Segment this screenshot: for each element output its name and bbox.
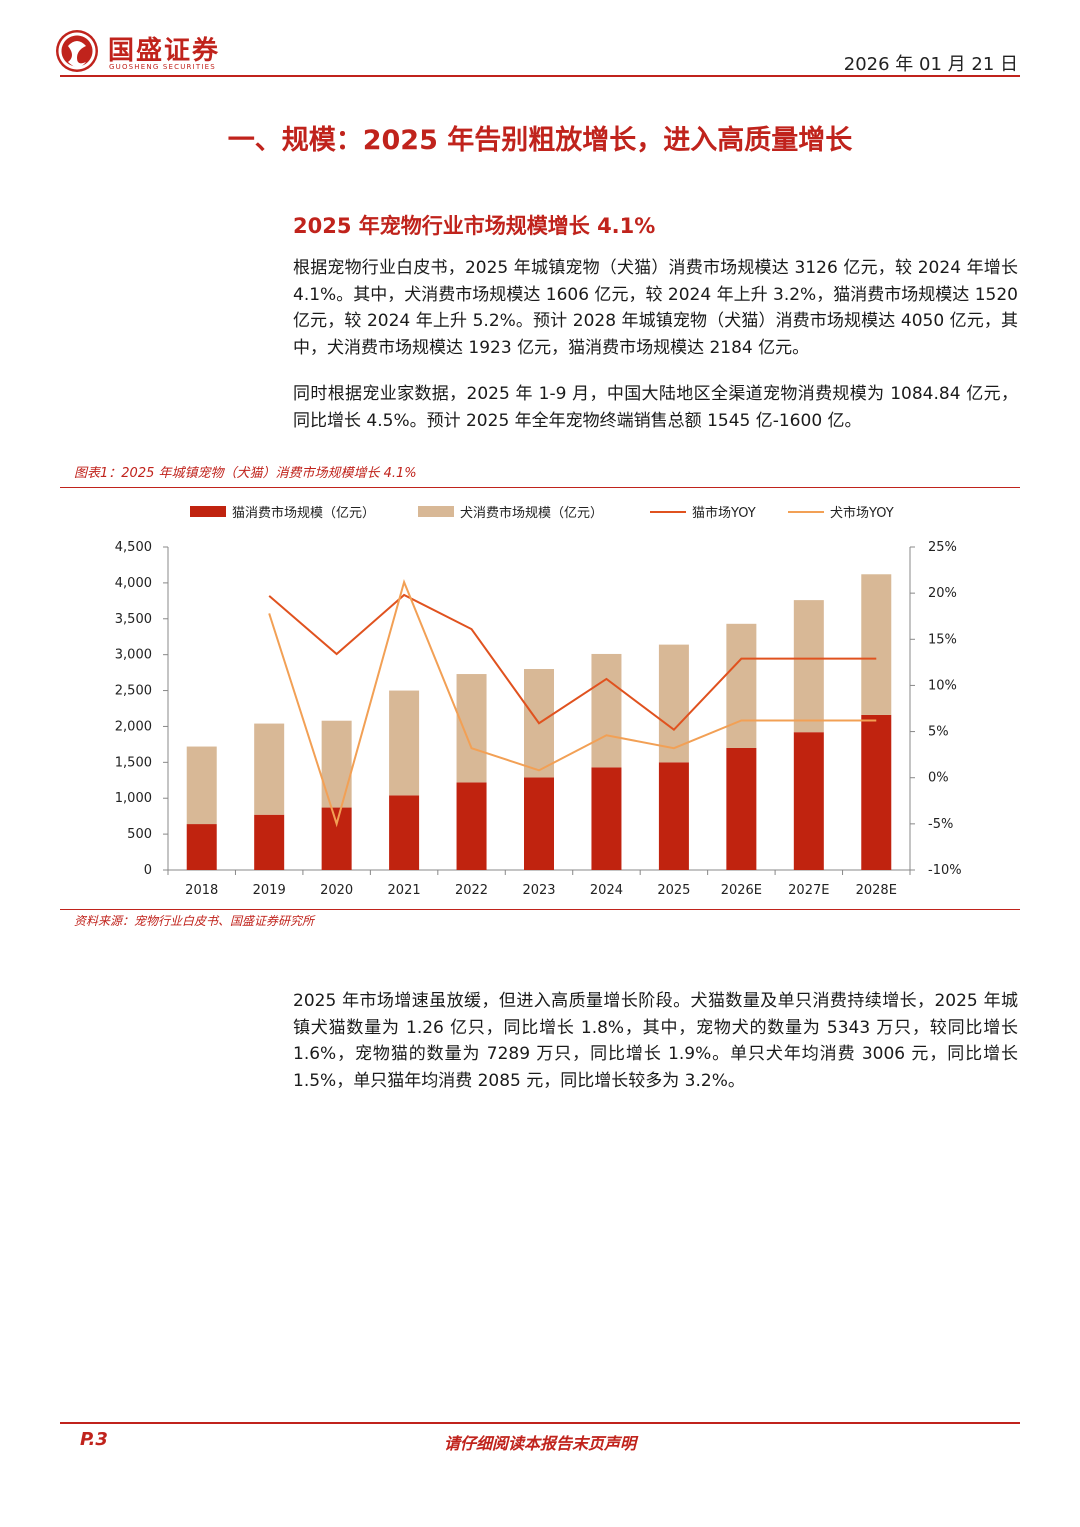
bar-cat-market — [591, 767, 622, 870]
legend-label: 猫消费市场规模（亿元） — [232, 505, 375, 521]
brand-name: 国盛证券 — [108, 36, 221, 66]
x-tick-label: 2022 — [455, 883, 488, 898]
bar-cat-market — [861, 714, 892, 870]
y-left-tick-label: 4,000 — [115, 576, 152, 591]
legend-swatch — [190, 506, 226, 517]
bar-dog-market — [726, 623, 757, 748]
x-tick-label: 2020 — [320, 883, 353, 898]
bar-cat-market — [456, 782, 487, 870]
legend-label: 猫市场YOY — [692, 505, 756, 521]
bar-dog-market — [658, 644, 689, 763]
x-tick-label: 2028E — [856, 883, 897, 898]
bar-dog-market — [793, 600, 824, 733]
bar-dog-market — [254, 723, 285, 815]
y-right-tick-label: 5% — [928, 725, 949, 740]
paragraph-3: 2025 年市场增速虽放缓，但进入高质量增长阶段。犬猫数量及单只消费持续增长，2… — [293, 991, 1018, 1091]
chart-legend: 猫消费市场规模（亿元） 犬消费市场规模（亿元） 猫市场YOY 犬市场YOY — [190, 505, 894, 521]
footer-rule — [60, 1422, 1020, 1424]
y-left-tick-label: 500 — [127, 827, 152, 842]
bar-cat-market — [254, 814, 285, 870]
brand-logo: 国盛证券 GUOSHENG SECURITIES — [54, 28, 254, 74]
legend-label: 犬市场YOY — [830, 505, 894, 521]
y-left-tick-label: 2,500 — [115, 684, 152, 699]
x-tick-label: 2027E — [788, 883, 829, 898]
brand-name-en: GUOSHENG SECURITIES — [109, 63, 216, 71]
y-left-tick-label: 0 — [144, 863, 152, 878]
y-right-tick-label: 15% — [928, 632, 957, 647]
bar-dog-market — [861, 574, 892, 715]
y-right-tick-label: -5% — [928, 817, 953, 832]
y-right-tick-label: -10% — [928, 863, 962, 878]
x-tick-label: 2025 — [657, 883, 690, 898]
bar-cat-market — [186, 824, 217, 870]
y-left-tick-label: 3,500 — [115, 612, 152, 627]
report-date: 2026 年 01 月 21 日 — [843, 54, 1018, 75]
x-tick-label: 2024 — [590, 883, 623, 898]
bar-dog-market — [186, 746, 217, 825]
bar-cat-market — [793, 732, 824, 870]
paragraph-2: 同时根据宠业家数据，2025 年 1-9 月，中国大陆地区全渠道宠物消费规模为 … — [293, 384, 1018, 431]
section-title: 一、规模：2025 年告别粗放增长，进入高质量增长 — [227, 125, 853, 156]
market-size-chart: 猫消费市场规模（亿元） 犬消费市场规模（亿元） 猫市场YOY 犬市场YOY 0 500 1… — [115, 505, 962, 898]
y-left-tick-label: 3,000 — [115, 648, 152, 663]
figure-source: 资料来源：宠物行业白皮书、国盛证券研究所 — [74, 914, 315, 928]
bar-dog-market — [456, 674, 487, 783]
figure-bottom-rule — [60, 909, 1020, 910]
chart-axes: 0 500 1,000 1,500 2,000 2,500 3,000 3,500 4,000 4… — [115, 540, 962, 898]
page-number: P.3 — [80, 1429, 108, 1450]
y-left-tick-label: 2,000 — [115, 719, 152, 734]
line-dog-yoy — [268, 578, 877, 828]
subsection-title: 2025 年宠物行业市场规模增长 4.1% — [293, 214, 656, 238]
y-right-tick-label: 25% — [928, 540, 957, 555]
bar-dog-market — [321, 720, 352, 808]
x-tick-label: 2026E — [721, 883, 762, 898]
x-tick-label: 2019 — [253, 883, 286, 898]
chart-lines — [268, 578, 877, 828]
y-right-tick-label: 10% — [928, 678, 957, 693]
bar-cat-market — [321, 807, 352, 870]
bar-cat-market — [524, 777, 554, 870]
x-tick-label: 2018 — [185, 883, 218, 898]
y-left-tick-label: 1,500 — [115, 755, 152, 770]
legend-swatch — [418, 506, 454, 517]
bar-cat-market — [389, 795, 420, 870]
legend-label: 犬消费市场规模（亿元） — [460, 505, 603, 521]
bar-dog-market — [389, 690, 420, 796]
bar-cat-market — [658, 762, 689, 870]
bar-dog-market — [591, 653, 622, 768]
x-tick-label: 2023 — [522, 883, 555, 898]
disclaimer-note: 请仔细阅读本报告末页声明 — [443, 1434, 636, 1453]
y-left-tick-label: 1,000 — [115, 791, 152, 806]
y-right-tick-label: 0% — [928, 771, 949, 786]
paragraph-1: 根据宠物行业白皮书，2025 年城镇宠物（犬猫）消费市场规模达 3126 亿元，… — [293, 258, 1018, 358]
guosheng-logo-icon — [56, 30, 98, 72]
header-rule — [60, 75, 1020, 77]
chart-bars — [186, 574, 892, 870]
bar-cat-market — [726, 747, 757, 870]
figure-title: 图表1：2025 年城镇宠物（犬猫）消费市场规模增长 4.1% — [74, 466, 417, 481]
line-cat-yoy — [268, 593, 877, 732]
y-left-tick-label: 4,500 — [115, 540, 152, 555]
y-right-tick-label: 20% — [928, 586, 957, 601]
x-tick-label: 2021 — [388, 883, 421, 898]
figure-top-rule — [60, 487, 1020, 488]
